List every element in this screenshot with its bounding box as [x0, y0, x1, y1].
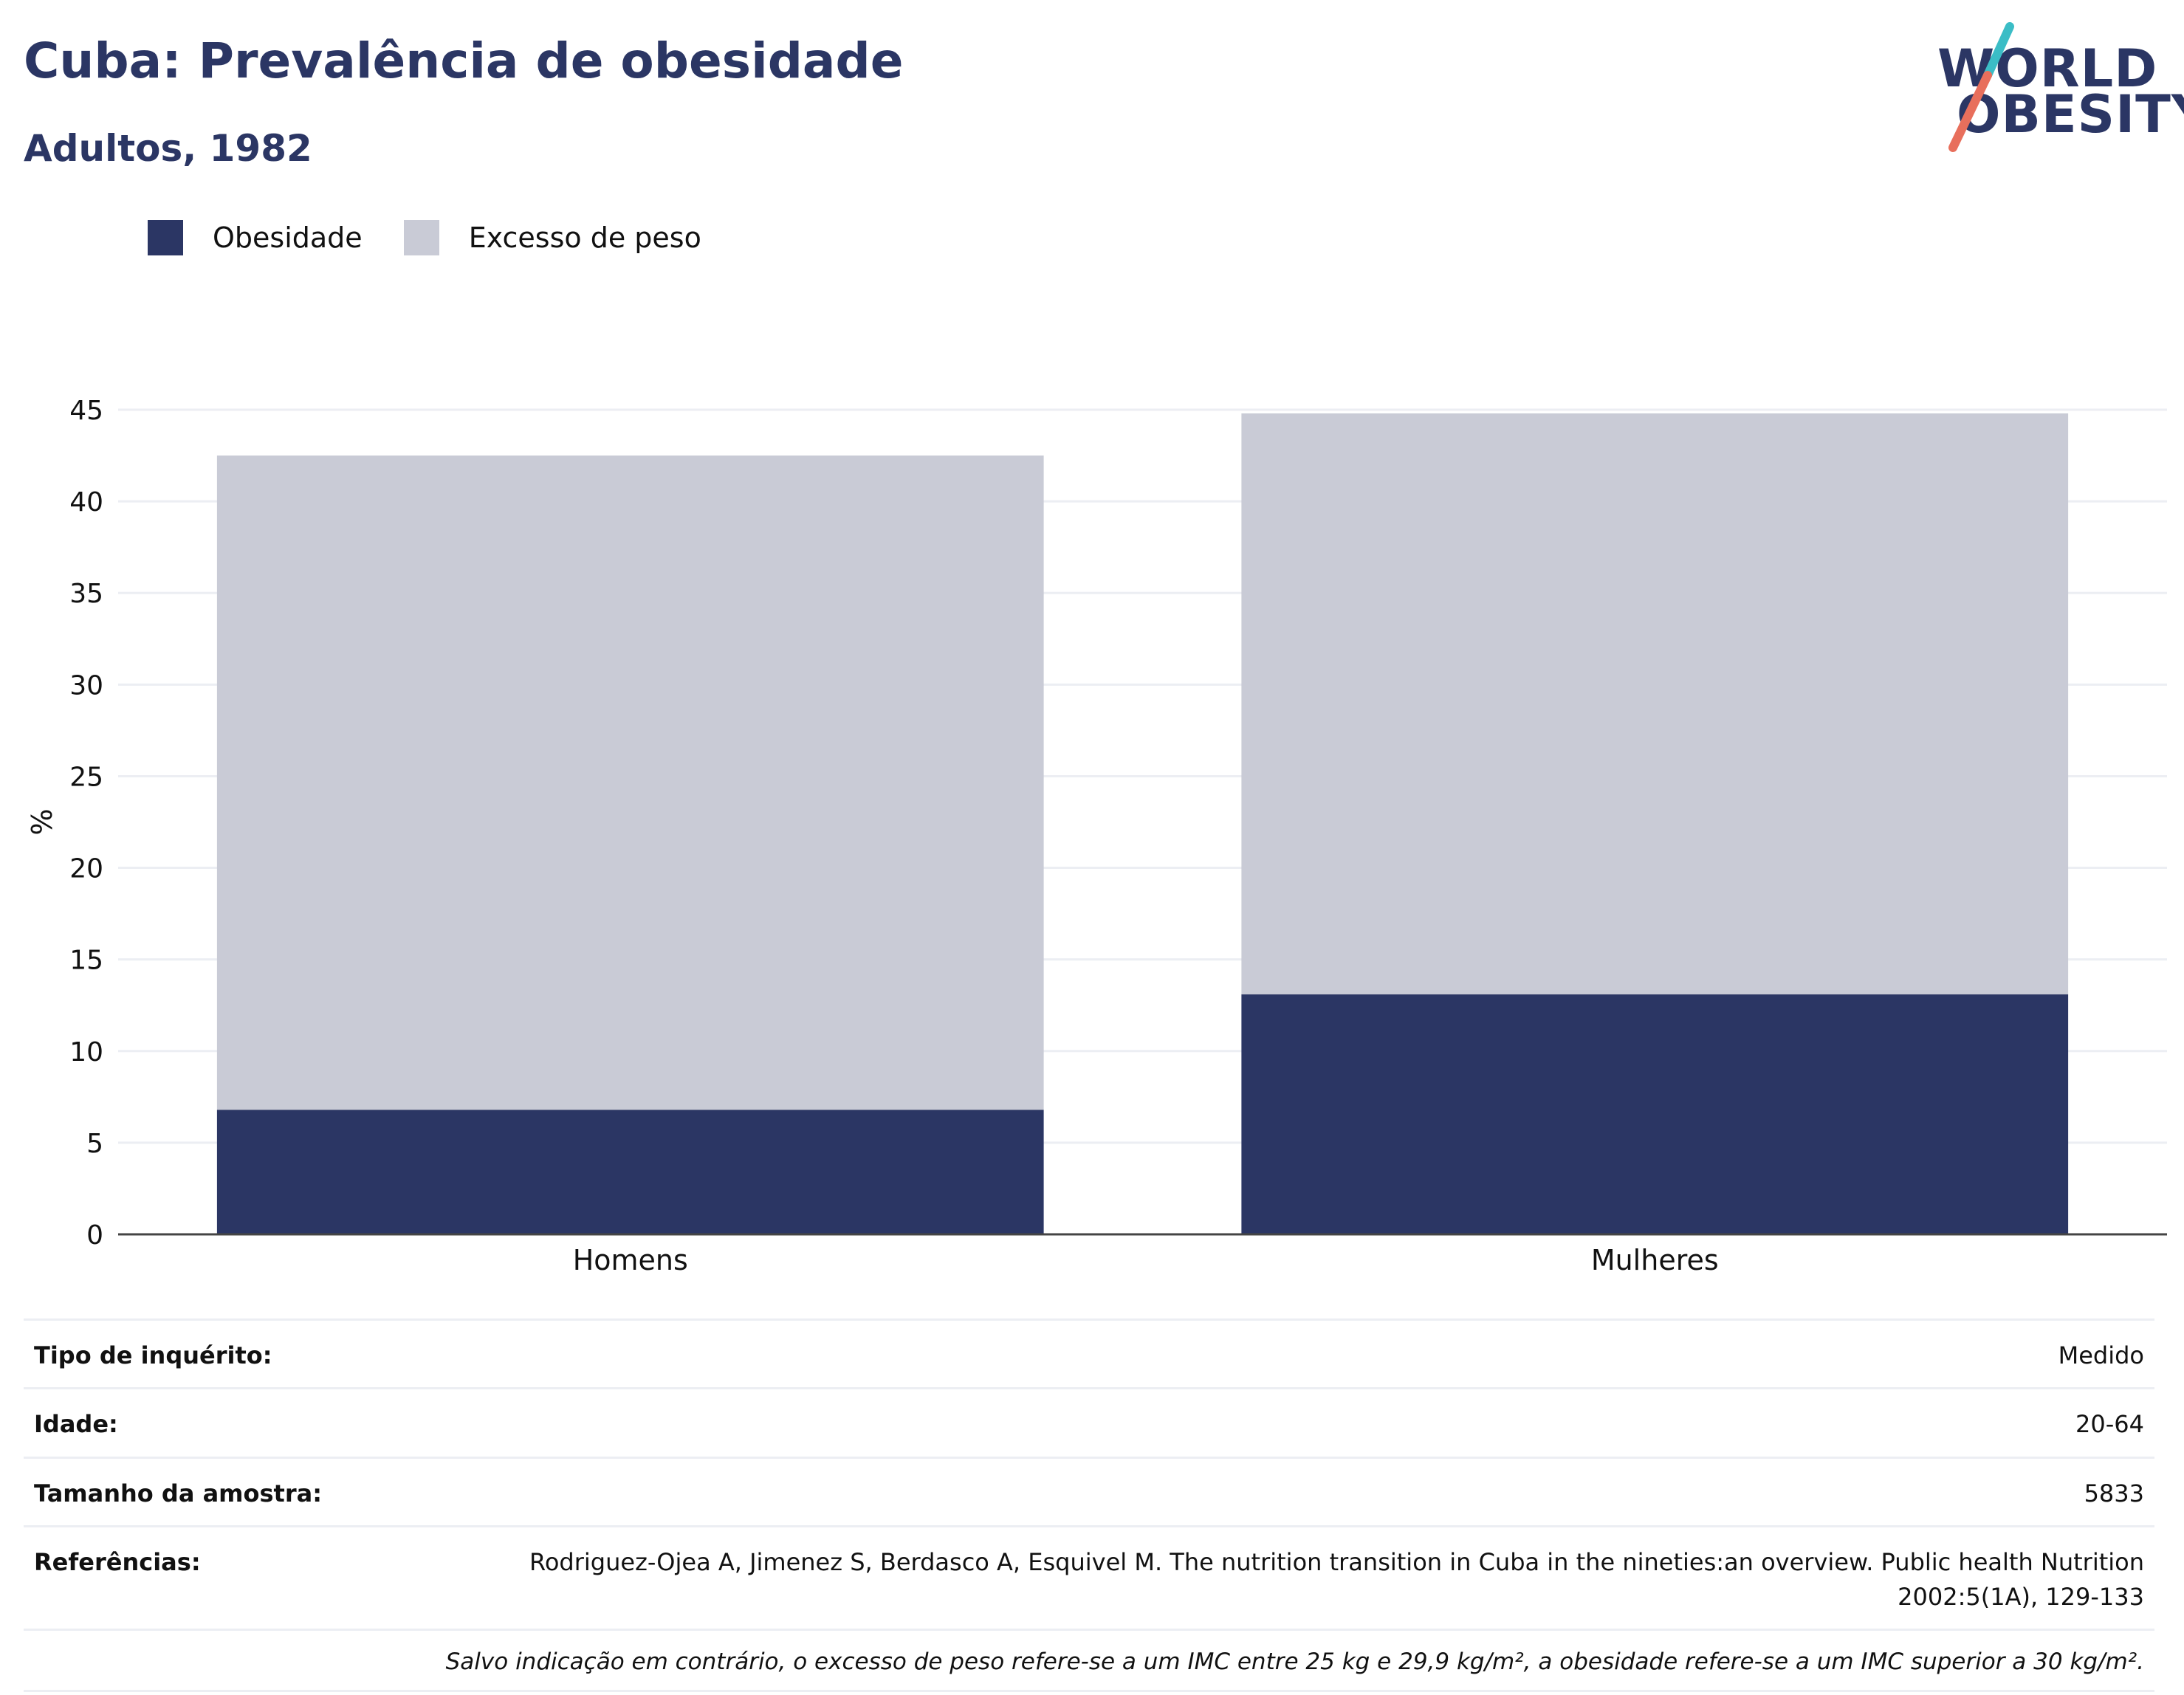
logo-slash-icon	[1948, 22, 2014, 152]
info-row-survey-type: Tipo de inquérito: Medido	[24, 1318, 2154, 1387]
bar-overweight-homens	[216, 455, 1044, 1110]
legend-swatch-obesity	[148, 220, 183, 255]
info-row-age: Idade: 20-64	[24, 1387, 2154, 1456]
info-row-references: Referências: Rodriguez-Ojea A, Jimenez S…	[24, 1525, 2154, 1629]
y-tick-label-25: 25	[69, 762, 103, 792]
legend-item-obesity[interactable]: Obesidade	[148, 220, 363, 255]
sample-size-label: Tamanho da amostra:	[34, 1479, 322, 1507]
y-tick-label-30: 30	[69, 670, 103, 701]
y-tick-label-5: 5	[86, 1129, 103, 1159]
y-tick-label-45: 45	[69, 396, 103, 426]
legend-label-obesity: Obesidade	[213, 221, 363, 254]
y-tick-label-35: 35	[69, 579, 103, 609]
references-value: Rodriguez-Ojea A, Jimenez S, Berdasco A,…	[529, 1548, 2144, 1611]
y-tick-label-0: 0	[86, 1220, 103, 1251]
legend-item-overweight[interactable]: Excesso de peso	[403, 220, 701, 255]
bar-obesity-mulheres	[1241, 994, 2069, 1234]
y-tick-label-10: 10	[69, 1037, 103, 1067]
references-label: Referências:	[34, 1548, 201, 1577]
age-label: Idade:	[34, 1410, 118, 1439]
definition-note: Salvo indicação em contrário, o excesso …	[445, 1648, 2144, 1675]
x-tick-label-mulheres: Mulheres	[1591, 1244, 1719, 1276]
y-tick-label-40: 40	[69, 487, 103, 518]
chart-subtitle: Adultos, 1982	[24, 127, 312, 170]
age-value: 20-64	[2075, 1410, 2144, 1439]
world-obesity-logo: WORLD OBESITY	[1920, 22, 2184, 155]
legend-label-overweight: Excesso de peso	[468, 221, 701, 254]
bar-overweight-mulheres	[1241, 413, 2069, 994]
survey-type-label: Tipo de inquérito:	[34, 1341, 272, 1369]
legend-swatch-overweight	[403, 220, 439, 255]
logo-text-world: WORLD	[1937, 38, 2158, 99]
chart-title: Cuba: Prevalência de obesidade	[24, 32, 904, 89]
stacked-bar-chart: 0 5 10 15 20 25 30 35 40 45% Homens Mulheres	[26, 396, 2167, 1276]
info-row-sample-size: Tamanho da amostra: 5833	[24, 1456, 2154, 1525]
sample-size-value: 5833	[2084, 1479, 2144, 1507]
survey-info-table: Tipo de inquérito: Medido Idade: 20-64 T…	[24, 1318, 2154, 1692]
y-tick-label-20: 20	[69, 854, 103, 884]
y-axis-title: %	[26, 808, 58, 835]
bar-obesity-homens	[216, 1110, 1044, 1234]
x-tick-label-homens: Homens	[573, 1244, 688, 1276]
logo-text-obesity: OBESITY	[1957, 84, 2184, 145]
chart-legend: Obesidade Excesso de peso	[148, 220, 743, 255]
y-tick-label-15: 15	[69, 946, 103, 976]
info-row-note: Salvo indicação em contrário, o excesso …	[24, 1628, 2154, 1692]
survey-type-value: Medido	[2058, 1341, 2144, 1369]
